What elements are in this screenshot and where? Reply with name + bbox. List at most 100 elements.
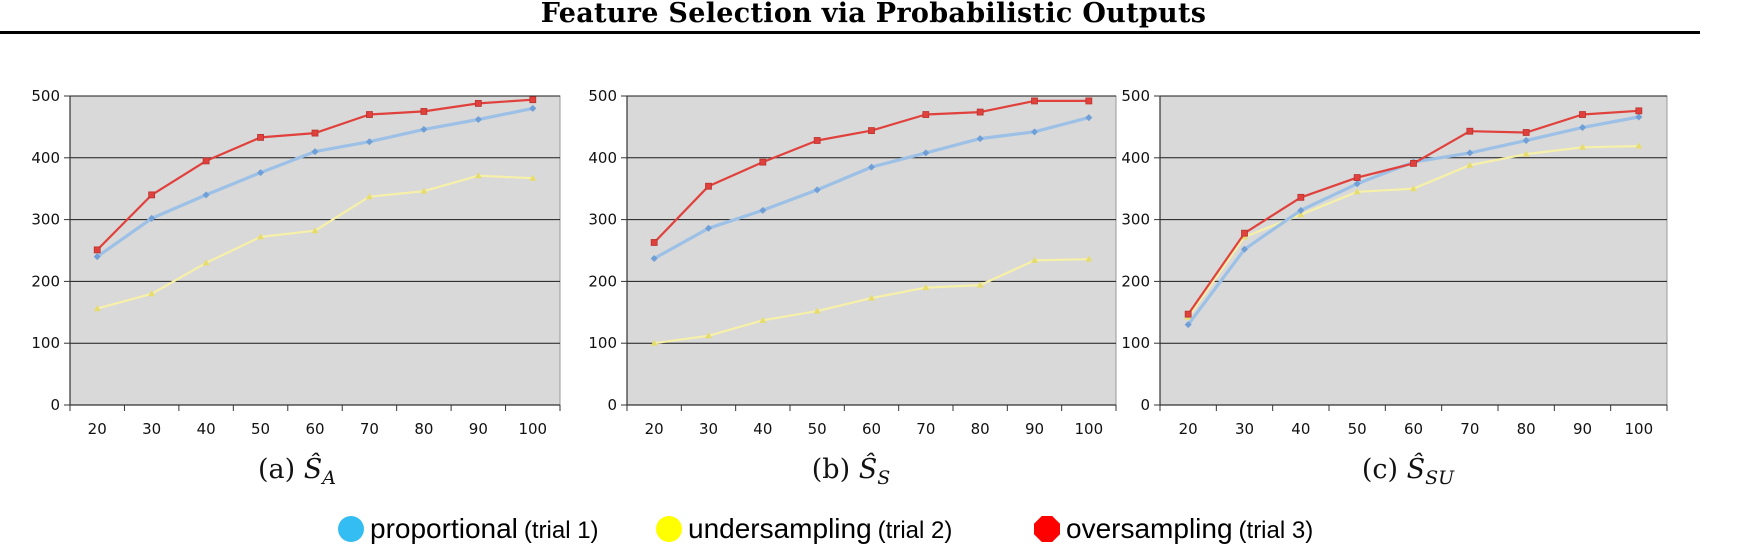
x-tick-label: 20 (88, 420, 107, 438)
data-point-undersampling (420, 187, 428, 194)
data-point-undersampling (1410, 185, 1417, 192)
caption-subscript: SU (1425, 467, 1455, 489)
y-tick-label: 500 (588, 87, 617, 105)
plot-area (626, 95, 1117, 406)
proportional-marker-icon (338, 516, 364, 542)
title-rule (0, 31, 1700, 34)
data-point-proportional (311, 148, 319, 156)
data-point-proportional (1297, 206, 1305, 214)
data-point-proportional (420, 125, 428, 133)
chart-caption: (c) ŜSU (1362, 451, 1455, 489)
data-point-oversampling (976, 108, 984, 116)
y-tick-label: 500 (31, 87, 60, 105)
caption-label: (a) (258, 454, 304, 485)
data-point-proportional (1353, 180, 1361, 188)
legend-label: oversampling (1066, 513, 1233, 544)
x-tick-label: 70 (916, 420, 935, 438)
data-point-oversampling (759, 158, 767, 166)
data-point-oversampling (311, 129, 319, 137)
legend: proportional (trial 1) undersampling (tr… (0, 506, 1747, 550)
data-point-proportional (202, 191, 210, 199)
data-point-oversampling (868, 127, 875, 135)
data-point-undersampling (93, 305, 101, 312)
x-tick-label: 100 (518, 420, 547, 438)
data-point-undersampling (1353, 188, 1361, 195)
data-point-oversampling (93, 246, 101, 254)
data-point-oversampling (1353, 174, 1361, 181)
data-point-proportional (868, 163, 875, 171)
data-point-oversampling (705, 182, 712, 190)
y-tick-label: 400 (31, 149, 60, 167)
y-tick-label: 0 (1140, 396, 1150, 414)
x-tick-label: 50 (808, 420, 827, 438)
data-point-oversampling (1241, 229, 1248, 237)
x-tick-label: 30 (1235, 420, 1254, 438)
data-point-undersampling (1466, 161, 1474, 168)
data-point-oversampling (1297, 193, 1305, 201)
x-tick-label: 100 (1075, 420, 1104, 438)
caption-subscript: A (320, 467, 336, 489)
y-tick-label: 200 (588, 272, 617, 290)
data-point-proportional (759, 206, 767, 214)
y-tick-label: 300 (31, 211, 60, 229)
y-tick-label: 500 (1121, 87, 1150, 105)
data-point-oversampling (922, 111, 930, 118)
data-point-oversampling (1579, 111, 1586, 118)
caption-symbol: Ŝ (1407, 451, 1426, 485)
legend-item-proportional: proportional (trial 1) (338, 512, 599, 545)
data-point-oversampling (813, 137, 821, 144)
data-point-undersampling (705, 332, 712, 339)
x-tick-label: 40 (1291, 420, 1310, 438)
data-point-oversampling (529, 96, 537, 104)
data-point-undersampling (1031, 256, 1038, 263)
chart-3: 0 100 200 300 400 500 20 30 40 50 60 70 80 90 100 (c) Ŝ… (1121, 87, 1668, 489)
x-tick-label: 50 (251, 420, 270, 438)
data-point-undersampling (365, 193, 373, 200)
data-point-undersampling (202, 259, 210, 266)
data-point-proportional (1522, 136, 1530, 144)
data-point-proportional (1579, 124, 1586, 132)
data-point-undersampling (474, 172, 482, 179)
x-tick-label: 20 (645, 420, 664, 438)
data-point-undersampling (759, 316, 767, 323)
y-tick-label: 400 (588, 149, 617, 167)
undersampling-marker-icon (656, 516, 682, 542)
data-point-proportional (1635, 113, 1643, 121)
x-tick-label: 80 (971, 420, 990, 438)
legend-label: undersampling (688, 513, 872, 544)
data-point-undersampling (1297, 211, 1305, 218)
y-tick-label: 100 (588, 334, 617, 352)
data-point-oversampling (1031, 97, 1038, 105)
data-point-undersampling (650, 339, 658, 346)
data-point-proportional (148, 214, 156, 222)
data-point-proportional (93, 253, 101, 261)
caption-subscript: S (877, 467, 890, 489)
y-tick-label: 100 (31, 334, 60, 352)
data-point-undersampling (976, 281, 984, 288)
data-point-oversampling (148, 191, 156, 199)
legend-trial: (trial 1) (523, 517, 599, 544)
data-point-proportional (365, 138, 373, 146)
data-point-oversampling (1085, 97, 1093, 105)
data-point-oversampling (1410, 159, 1417, 167)
data-point-oversampling (257, 134, 264, 141)
y-tick-label: 400 (1121, 149, 1150, 167)
x-tick-label: 90 (1573, 420, 1592, 438)
data-point-proportional (1241, 245, 1248, 253)
data-point-proportional (650, 255, 658, 263)
data-point-undersampling (148, 290, 156, 297)
x-tick-label: 50 (1348, 420, 1367, 438)
data-point-proportional (976, 135, 984, 143)
data-point-oversampling (1466, 127, 1474, 135)
x-tick-label: 30 (142, 420, 161, 438)
caption-label: (b) (812, 454, 859, 485)
oversampling-marker-icon (1034, 516, 1060, 542)
x-tick-label: 30 (699, 420, 718, 438)
caption-symbol: Ŝ (859, 451, 878, 485)
data-point-oversampling (1635, 107, 1643, 115)
page-title: Feature Selection via Probabilistic Outp… (540, 0, 1207, 29)
caption-label: (c) (1362, 454, 1407, 485)
data-point-oversampling (202, 157, 210, 165)
data-point-oversampling (366, 111, 373, 118)
data-point-proportional (1466, 149, 1474, 157)
